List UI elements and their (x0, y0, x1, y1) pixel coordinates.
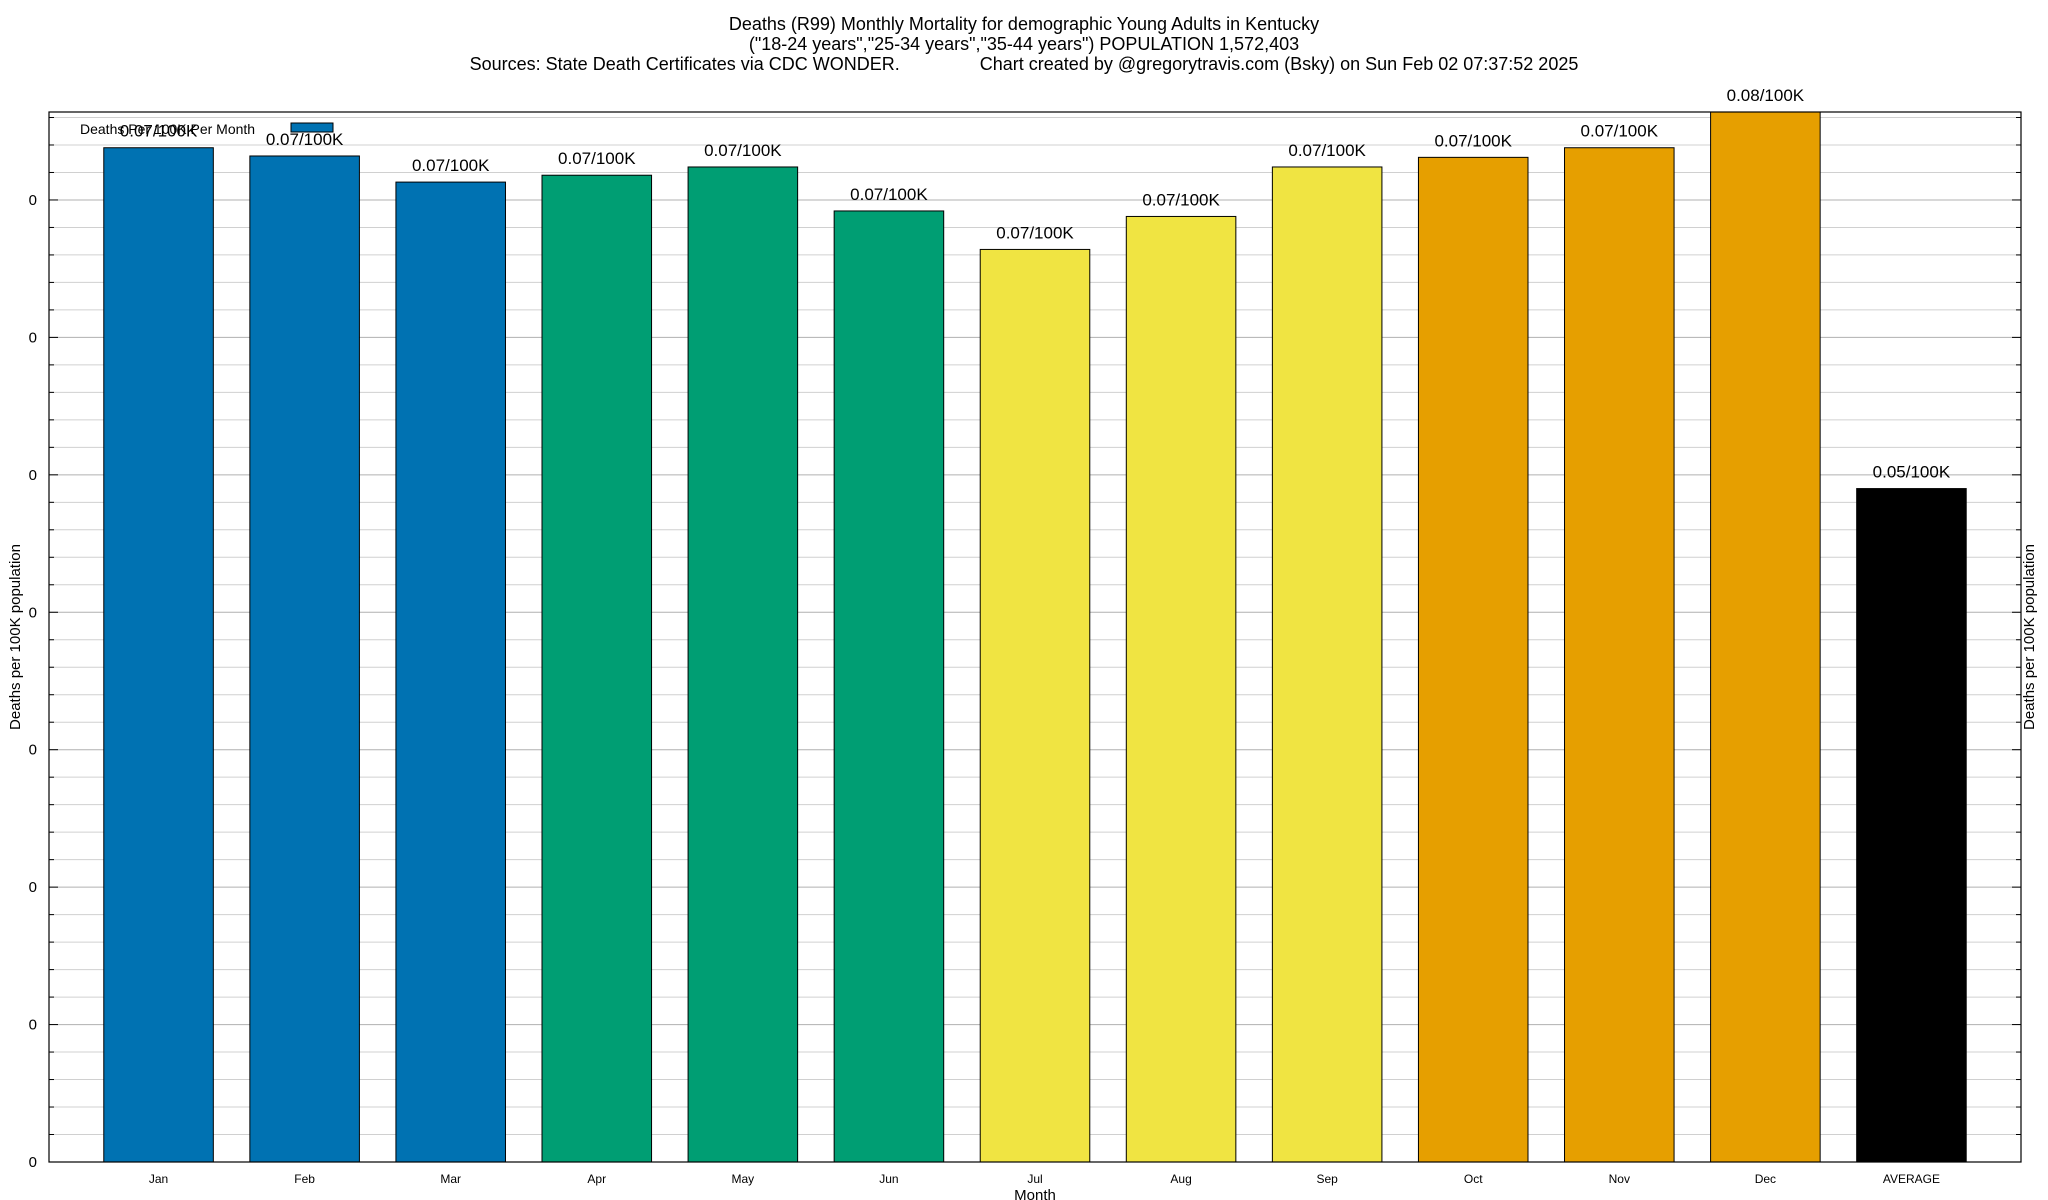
x-tick-label: Jan (149, 1172, 168, 1186)
bar (1271, 166, 1383, 1163)
y-tick-label: 0 (29, 742, 37, 759)
data-label: 0.05/100K (1873, 463, 1951, 482)
data-label: 0.07/100K (266, 130, 344, 149)
bar (1710, 111, 1821, 1163)
x-tick-label: Apr (587, 1172, 606, 1186)
bar (103, 147, 214, 1163)
y-tick-label: 0 (29, 879, 37, 896)
bar (833, 210, 945, 1163)
legend-label: Deaths Per 100K Per Month (80, 121, 255, 137)
bars: 0.07/100K Jan 0.07/100K Feb 0.07/100K Mar 0.07… (103, 86, 1967, 1186)
bar (395, 181, 506, 1163)
bar (1564, 147, 1675, 1163)
x-tick-label: Feb (294, 1172, 315, 1186)
bar (979, 248, 1091, 1163)
y-tick-label: 0 (29, 329, 37, 346)
y-axis-label-left: Deaths per 100K population (7, 544, 24, 730)
legend-swatch (290, 122, 334, 133)
y-tick-label: 0 (29, 604, 37, 621)
data-label: 0.07/100K (120, 122, 198, 141)
y-tick-label: 0 (29, 467, 37, 484)
x-axis-label: Month (1014, 1187, 1056, 1200)
legend: Deaths Per 100K Per Month (80, 121, 334, 137)
x-tick-label: Mar (440, 1172, 461, 1186)
bar (687, 166, 799, 1163)
x-tick-label: Sep (1316, 1172, 1338, 1186)
y-tick-label: 0 (29, 192, 37, 209)
bar (1856, 488, 1967, 1163)
data-label: 0.07/100K (996, 223, 1074, 242)
data-label: 0.07/100K (412, 156, 490, 175)
plot-frame (48, 111, 2022, 1163)
data-label: 0.07/100K (558, 149, 636, 168)
data-label: 0.08/100K (1727, 86, 1805, 105)
x-tick-label: AVERAGE (1883, 1172, 1940, 1186)
chart-source-line: Sources: State Death Certificates via CD… (469, 54, 1579, 74)
y-tick-label: 0 (29, 1017, 37, 1034)
x-tick-label: Oct (1464, 1172, 1483, 1186)
x-tick-label: Nov (1609, 1172, 1630, 1186)
data-label: 0.07/100K (704, 141, 782, 160)
x-tick-label: Jul (1027, 1172, 1042, 1186)
chart-subtitle: ("18-24 years","25-34 years","35-44 year… (748, 34, 1300, 54)
bar (1417, 156, 1529, 1163)
data-label: 0.07/100K (1288, 141, 1366, 160)
bar (1125, 215, 1237, 1163)
data-label: 0.07/100K (1142, 190, 1220, 209)
data-label: 0.07/100K (1581, 122, 1659, 141)
x-tick-label: Jun (879, 1172, 898, 1186)
data-label: 0.07/100K (850, 185, 928, 204)
bar (541, 174, 653, 1163)
y-tick-label: 0 (29, 1154, 37, 1171)
x-tick-label: May (732, 1172, 755, 1186)
y-axis-label-right: Deaths per 100K population (2021, 544, 2038, 730)
x-tick-label: Aug (1170, 1172, 1191, 1186)
data-label: 0.07/100K (1434, 131, 1512, 150)
bar (249, 155, 360, 1163)
chart-title: Deaths (R99) Monthly Mortality for demog… (728, 14, 1320, 34)
x-tick-label: Dec (1755, 1172, 1776, 1186)
